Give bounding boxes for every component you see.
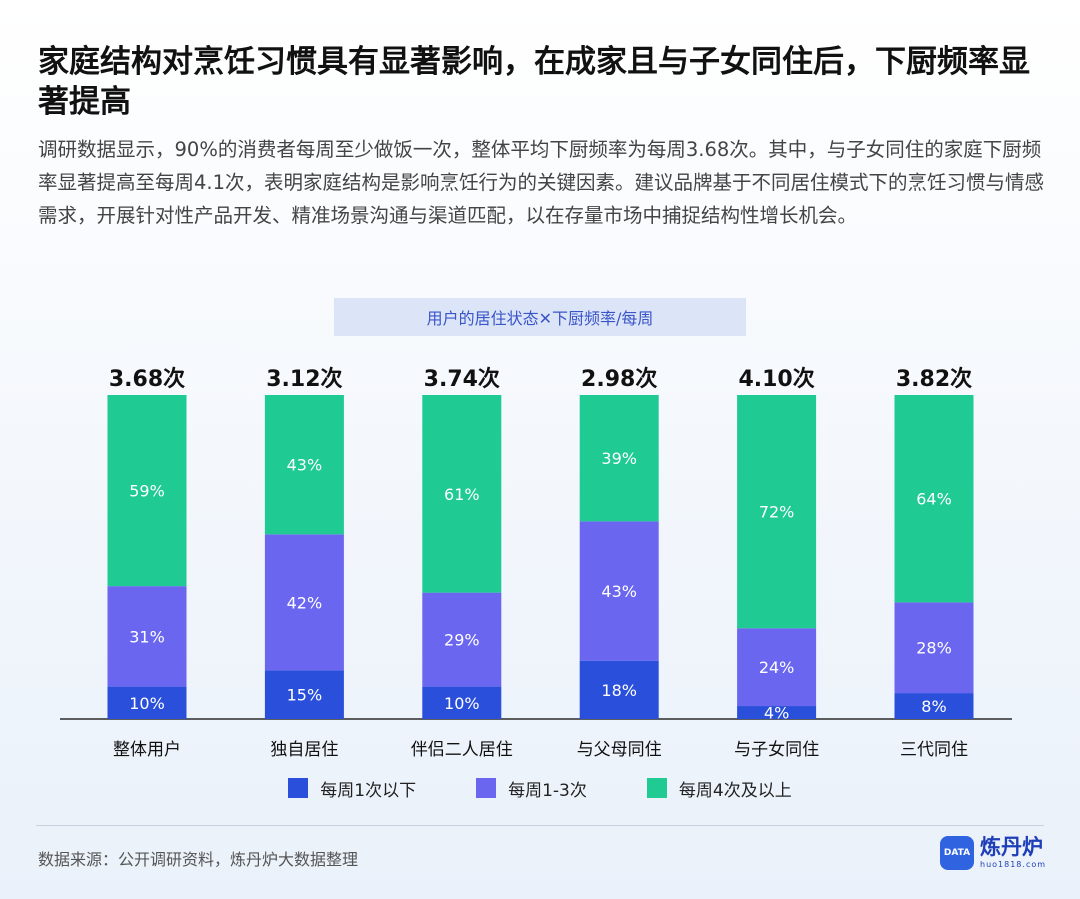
bar-segment [107, 586, 187, 687]
total-label: 3.82次 [896, 366, 972, 392]
bar-segment [737, 706, 817, 719]
chart-legend: 每周1次以下 每周1-3次 每周4次及以上 [0, 776, 1080, 801]
bar-segment [422, 686, 502, 719]
category-label: 三代同住 [900, 740, 968, 760]
chart-header: 用户的居住状态✕下厨频率/每周 [334, 298, 746, 336]
data-label: 28% [916, 639, 952, 658]
bar-segment [894, 395, 974, 603]
brand-logo-icon: DATA [940, 836, 974, 870]
bar-segment [894, 602, 974, 694]
data-label: 24% [759, 658, 795, 677]
legend-item-one-to-three: 每周1-3次 [476, 776, 587, 801]
bar-segment [107, 395, 187, 587]
category-label: 整体用户 [113, 740, 181, 760]
data-label: 43% [287, 456, 323, 475]
total-label: 4.10次 [738, 366, 814, 392]
category-label: 与子女同住 [734, 740, 819, 760]
bar-segment [422, 592, 502, 687]
bar-segment [579, 521, 659, 661]
legend-label-below-once: 每周1次以下 [320, 780, 417, 801]
total-label: 3.12次 [266, 366, 342, 392]
bar-segment [579, 395, 659, 522]
bar-segment [107, 686, 187, 719]
page-title: 家庭结构对烹饪习惯具有显著影响，在成家且与子女同住后，下厨频率显著提高 [38, 44, 1030, 120]
data-label: 8% [921, 697, 946, 716]
data-label: 39% [601, 449, 637, 468]
brand-url: huo1818.com [980, 860, 1047, 869]
bar-segment [737, 628, 817, 707]
data-source: 数据来源：公开调研资料，炼丹炉大数据整理 [38, 850, 359, 869]
data-label: 59% [129, 482, 165, 501]
bar-segment [264, 534, 344, 671]
total-label: 2.98次 [581, 366, 657, 392]
footer-divider [36, 825, 1044, 826]
total-label: 3.68次 [109, 366, 185, 392]
data-label: 15% [287, 686, 323, 705]
data-label: 72% [759, 503, 795, 522]
brand-name: 炼丹炉 [980, 835, 1043, 859]
bar-segment [264, 395, 344, 535]
legend-label-four-plus: 每周4次及以上 [678, 780, 792, 801]
category-label: 伴侣二人居住 [411, 740, 513, 760]
bar-segment [422, 395, 502, 593]
total-label: 3.74次 [424, 366, 500, 392]
legend-swatch-four-plus [646, 778, 667, 798]
data-label: 31% [129, 627, 165, 646]
bar-segment [264, 670, 344, 719]
page-description: 调研数据显示，90%的消费者每周至少做饭一次，整体平均下厨频率为每周3.68次。… [38, 138, 1045, 227]
category-label: 独自居住 [270, 740, 338, 760]
bar-segment [737, 395, 817, 629]
data-label: 64% [916, 490, 952, 509]
legend-swatch-one-to-three [476, 778, 497, 798]
category-label: 与父母同住 [577, 740, 662, 760]
legend-item-below-once: 每周1次以下 [288, 776, 416, 801]
data-label: 43% [601, 582, 637, 601]
data-label: 18% [601, 681, 637, 700]
brand-logo-block: DATA 炼丹炉 huo1818.com [940, 836, 1046, 870]
bar-segment [579, 660, 659, 719]
legend-item-four-plus: 每周4次及以上 [646, 776, 792, 801]
data-label: 29% [444, 631, 480, 650]
data-label: 10% [444, 694, 480, 713]
data-label: 42% [287, 593, 323, 612]
data-label: 10% [129, 694, 165, 713]
data-label: 4% [764, 704, 789, 723]
bar-segment [894, 693, 974, 719]
legend-swatch-below-once [288, 778, 309, 798]
legend-label-one-to-three: 每周1-3次 [508, 780, 587, 801]
data-label: 61% [444, 485, 480, 504]
